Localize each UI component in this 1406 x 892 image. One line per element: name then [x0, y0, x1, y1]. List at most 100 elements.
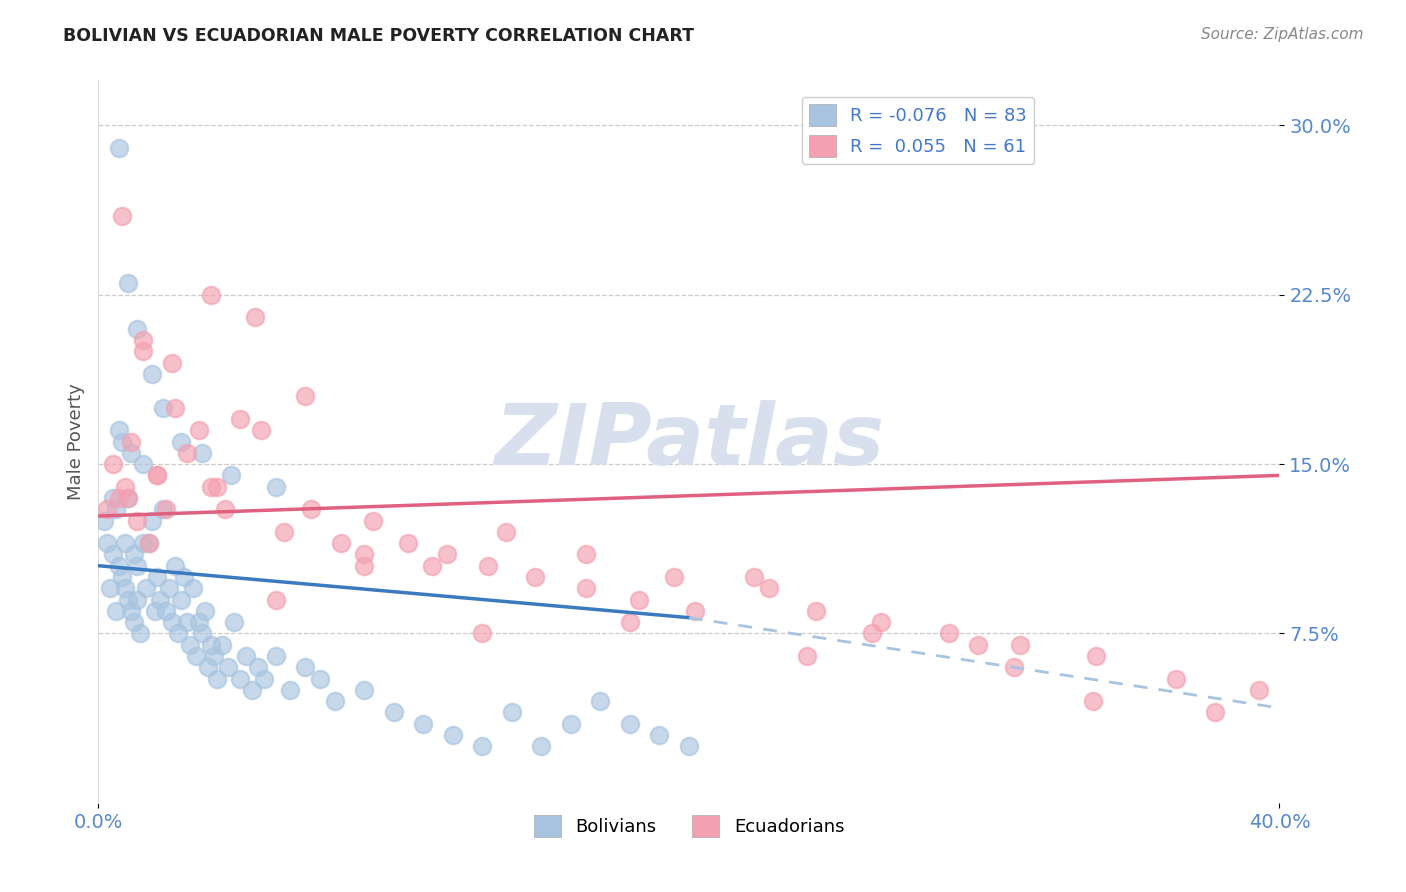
Point [96, 502, 118, 516]
Point [117, 277, 139, 291]
Point [125, 592, 148, 607]
Point [1247, 682, 1270, 697]
Point [1166, 672, 1188, 686]
Point [575, 548, 598, 562]
Point [111, 434, 134, 449]
Point [471, 739, 494, 754]
Point [165, 401, 187, 415]
Point [575, 582, 598, 596]
Point [229, 412, 252, 426]
Point [197, 660, 219, 674]
Point [187, 423, 209, 437]
Point [353, 558, 375, 573]
Point [796, 648, 818, 663]
Point [165, 558, 187, 573]
Point [167, 626, 190, 640]
Point [299, 502, 322, 516]
Point [146, 570, 169, 584]
Point [96, 536, 118, 550]
Point [235, 648, 257, 663]
Point [246, 660, 269, 674]
Point [191, 446, 214, 460]
Point [135, 582, 157, 596]
Point [117, 491, 139, 505]
Point [967, 638, 990, 652]
Point [309, 672, 332, 686]
Point [98, 582, 121, 596]
Point [149, 592, 172, 607]
Point [103, 548, 125, 562]
Point [441, 728, 464, 742]
Point [200, 480, 222, 494]
Point [184, 648, 207, 663]
Point [353, 682, 375, 697]
Point [329, 536, 352, 550]
Point [132, 344, 155, 359]
Point [361, 514, 384, 528]
Point [353, 548, 375, 562]
Point [627, 592, 650, 607]
Point [1083, 694, 1105, 708]
Point [114, 536, 136, 550]
Legend: Bolivians, Ecuadorians: Bolivians, Ecuadorians [526, 808, 852, 845]
Point [683, 604, 706, 618]
Point [205, 480, 228, 494]
Point [176, 446, 198, 460]
Point [250, 423, 273, 437]
Point [294, 389, 316, 403]
Point [105, 604, 128, 618]
Point [253, 672, 276, 686]
Point [501, 706, 523, 720]
Y-axis label: Male Poverty: Male Poverty [66, 384, 84, 500]
Point [420, 558, 443, 573]
Point [436, 548, 458, 562]
Point [111, 209, 134, 223]
Point [132, 333, 155, 347]
Point [93, 514, 115, 528]
Point [619, 615, 641, 630]
Point [589, 694, 612, 708]
Point [938, 626, 960, 640]
Point [138, 536, 160, 550]
Point [294, 660, 316, 674]
Point [1085, 648, 1108, 663]
Point [132, 536, 155, 550]
Point [221, 468, 243, 483]
Point [122, 548, 145, 562]
Point [264, 592, 287, 607]
Text: BOLIVIAN VS ECUADORIAN MALE POVERTY CORRELATION CHART: BOLIVIAN VS ECUADORIAN MALE POVERTY CORR… [63, 27, 695, 45]
Point [114, 480, 136, 494]
Point [108, 491, 131, 505]
Point [187, 615, 209, 630]
Point [211, 638, 233, 652]
Point [664, 570, 686, 584]
Point [530, 739, 553, 754]
Point [162, 615, 183, 630]
Point [141, 367, 163, 381]
Point [105, 502, 128, 516]
Point [860, 626, 883, 640]
Point [205, 672, 228, 686]
Point [619, 716, 641, 731]
Point [141, 514, 163, 528]
Point [108, 558, 131, 573]
Point [1008, 638, 1031, 652]
Point [170, 434, 193, 449]
Point [495, 524, 517, 539]
Point [120, 604, 142, 618]
Point [117, 491, 139, 505]
Point [111, 570, 134, 584]
Point [138, 536, 160, 550]
Point [114, 582, 136, 596]
Point [1002, 660, 1025, 674]
Point [162, 355, 183, 369]
Point [229, 672, 252, 686]
Point [477, 558, 499, 573]
Point [240, 682, 263, 697]
Point [280, 682, 302, 697]
Point [471, 626, 494, 640]
Point [804, 604, 827, 618]
Point [176, 615, 198, 630]
Point [157, 582, 180, 596]
Point [217, 660, 239, 674]
